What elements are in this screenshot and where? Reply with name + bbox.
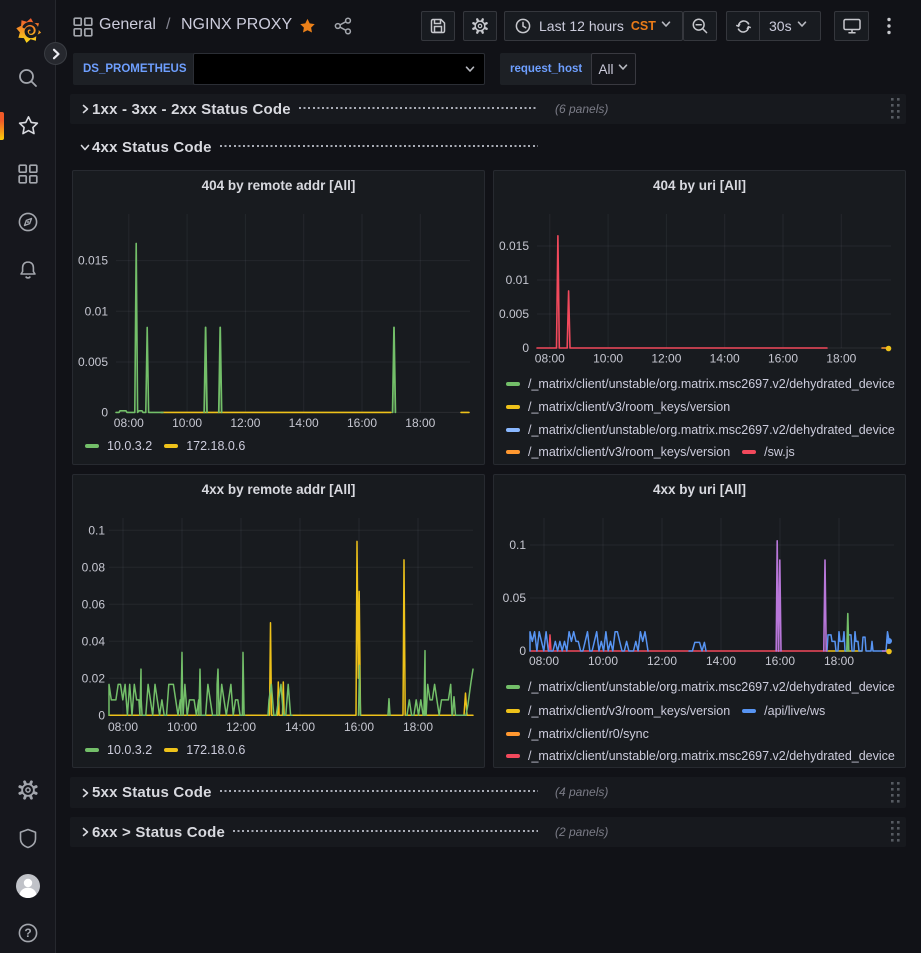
- svg-text:14:00: 14:00: [706, 654, 736, 668]
- svg-text:08:00: 08:00: [535, 352, 565, 366]
- svg-text:0: 0: [522, 341, 529, 355]
- svg-text:08:00: 08:00: [108, 720, 138, 734]
- svg-text:0: 0: [519, 644, 526, 658]
- svg-text:14:00: 14:00: [289, 416, 319, 430]
- svg-text:0.06: 0.06: [82, 597, 106, 611]
- svg-text:08:00: 08:00: [114, 416, 144, 430]
- svg-text:16:00: 16:00: [765, 654, 795, 668]
- svg-text:0.05: 0.05: [503, 591, 527, 605]
- svg-text:0.04: 0.04: [82, 634, 106, 648]
- svg-text:10:00: 10:00: [167, 720, 197, 734]
- svg-text:0.01: 0.01: [85, 304, 109, 318]
- svg-text:10:00: 10:00: [172, 416, 202, 430]
- svg-text:0.02: 0.02: [82, 671, 106, 685]
- svg-text:0.01: 0.01: [506, 273, 530, 287]
- svg-text:0: 0: [98, 708, 105, 722]
- svg-text:16:00: 16:00: [768, 352, 798, 366]
- svg-text:0: 0: [101, 405, 108, 419]
- svg-text:0.005: 0.005: [499, 307, 529, 321]
- svg-text:10:00: 10:00: [593, 352, 623, 366]
- svg-text:16:00: 16:00: [347, 416, 377, 430]
- svg-text:10:00: 10:00: [588, 654, 618, 668]
- svg-text:18:00: 18:00: [403, 720, 433, 734]
- svg-text:0.015: 0.015: [78, 254, 108, 268]
- svg-text:12:00: 12:00: [651, 352, 681, 366]
- svg-text:0.08: 0.08: [82, 560, 106, 574]
- svg-text:12:00: 12:00: [230, 416, 260, 430]
- svg-text:0.005: 0.005: [78, 355, 108, 369]
- svg-text:?: ?: [24, 926, 31, 940]
- svg-text:18:00: 18:00: [824, 654, 854, 668]
- svg-text:14:00: 14:00: [285, 720, 315, 734]
- svg-text:16:00: 16:00: [344, 720, 374, 734]
- svg-text:08:00: 08:00: [529, 654, 559, 668]
- svg-text:0.1: 0.1: [509, 538, 526, 552]
- svg-text:14:00: 14:00: [710, 352, 740, 366]
- svg-text:0.1: 0.1: [88, 523, 105, 537]
- svg-text:12:00: 12:00: [226, 720, 256, 734]
- svg-text:18:00: 18:00: [826, 352, 856, 366]
- svg-text:0.015: 0.015: [499, 239, 529, 253]
- svg-text:12:00: 12:00: [647, 654, 677, 668]
- svg-text:18:00: 18:00: [405, 416, 435, 430]
